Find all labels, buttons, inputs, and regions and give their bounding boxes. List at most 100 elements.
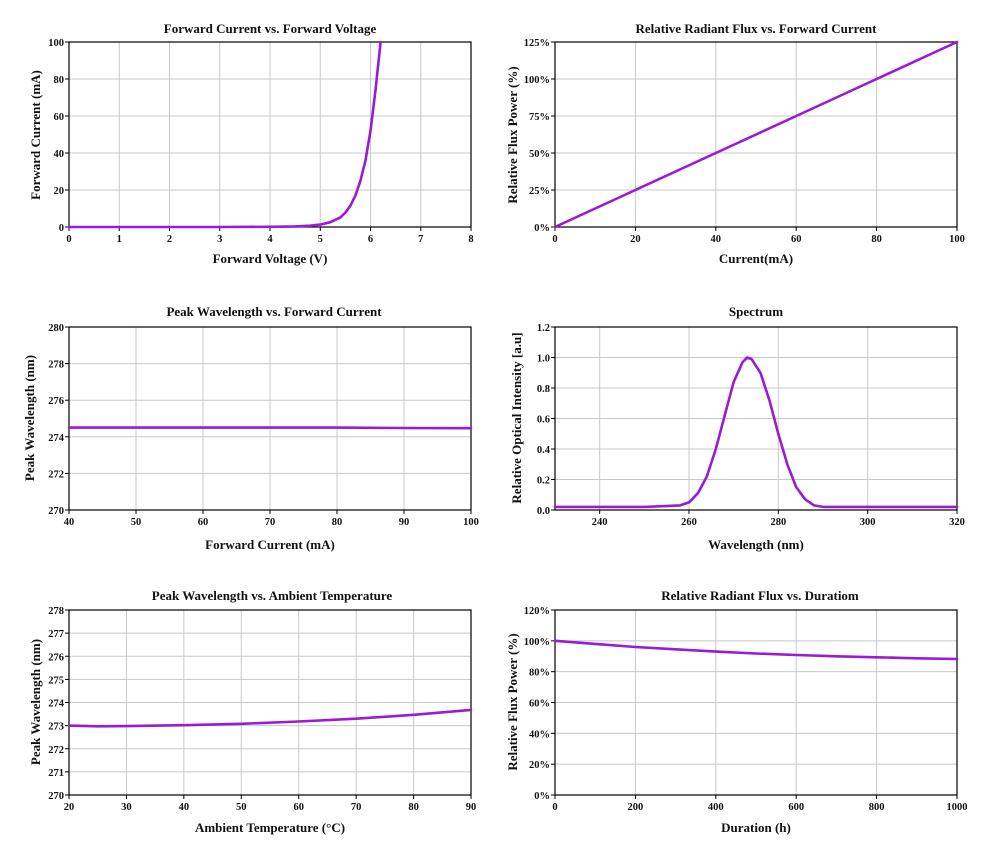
plot-area: 20 30 40 50 60 70 80 90 270 271 272 273 274 275 276 277… <box>48 606 476 813</box>
chart-spectrum: Spectrum Wavelength (nm) Relative Optica… <box>509 304 965 552</box>
y-tick-label: 60 <box>54 112 65 123</box>
y-axis-label: Peak Wavelength (nm) <box>28 639 43 765</box>
x-tick-label: 50 <box>236 802 247 813</box>
y-tick-label: 80 <box>54 75 65 86</box>
y-tick-label: 100% <box>524 637 550 648</box>
y-axis-label: Relative Optical Intensity [a.u] <box>509 332 524 503</box>
series-line <box>553 356 959 509</box>
x-tick-label: 6 <box>368 234 373 245</box>
y-tick-label: 120% <box>524 606 550 617</box>
y-tick-label: 276 <box>48 396 64 407</box>
x-tick-label: 60 <box>293 802 304 813</box>
x-tick-label: 8 <box>468 234 473 245</box>
series-line <box>553 639 959 661</box>
x-tick-label: 3 <box>217 234 222 245</box>
y-tick-label: 75% <box>529 112 550 123</box>
y-tick-label: 40 <box>54 149 65 160</box>
x-tick-label: 80 <box>408 802 419 813</box>
x-axis-label: Forward Current (mA) <box>205 537 335 552</box>
x-tick-label: 80 <box>871 234 882 245</box>
y-tick-label: 278 <box>48 360 64 371</box>
chart-title: Spectrum <box>729 304 783 319</box>
series-line <box>67 40 382 229</box>
x-tick-label: 2 <box>167 234 172 245</box>
x-tick-label: 1000 <box>947 802 968 813</box>
x-tick-label: 0 <box>66 234 71 245</box>
y-tick-label: 0.2 <box>537 476 550 487</box>
x-axis-label: Ambient Temperature (°C) <box>195 820 345 835</box>
chart-radiant-flux-vs-current: Relative Radiant Flux vs. Forward Curren… <box>505 21 965 266</box>
x-tick-label: 80 <box>332 517 343 528</box>
y-tick-label: 273 <box>48 722 64 733</box>
y-axis-label: Forward Current (mA) <box>28 70 43 200</box>
chart-title: Peak Wavelength vs. Ambient Temperature <box>152 588 393 603</box>
x-tick-label: 240 <box>592 517 608 528</box>
y-axis-label: Peak Wavelength (nm) <box>22 355 37 481</box>
x-tick-label: 100 <box>463 517 479 528</box>
y-tick-label: 0% <box>534 791 550 802</box>
y-tick-label: 20 <box>54 186 65 197</box>
series-line <box>67 708 473 728</box>
x-tick-label: 20 <box>64 802 75 813</box>
y-tick-label: 50% <box>529 149 550 160</box>
y-tick-label: 0.0 <box>537 506 550 517</box>
chart-title: Peak Wavelength vs. Forward Current <box>166 304 382 319</box>
y-tick-label: 0.4 <box>537 445 551 456</box>
y-tick-label: 274 <box>48 433 65 444</box>
x-tick-label: 260 <box>681 517 697 528</box>
y-tick-label: 278 <box>48 606 64 617</box>
plot-area: 240 260 280 300 320 0.0 0.2 0.4 0.6 0.8 1.0 1.2 <box>537 323 965 528</box>
y-tick-label: 276 <box>48 652 64 663</box>
y-tick-label: 274 <box>48 699 65 710</box>
x-tick-label: 4 <box>267 234 273 245</box>
y-tick-label: 270 <box>48 791 64 802</box>
x-tick-label: 30 <box>121 802 132 813</box>
x-axis-label: Current(mA) <box>719 251 793 266</box>
chart-title: Relative Radiant Flux vs. Duratiom <box>661 588 859 603</box>
y-tick-label: 271 <box>48 768 64 779</box>
x-tick-label: 7 <box>418 234 423 245</box>
y-tick-label: 0% <box>534 223 550 234</box>
plot-frame <box>554 609 958 796</box>
x-tick-label: 60 <box>791 234 802 245</box>
x-tick-label: 100 <box>949 234 965 245</box>
x-tick-label: 300 <box>860 517 876 528</box>
x-tick-label: 40 <box>64 517 75 528</box>
x-tick-label: 800 <box>869 802 885 813</box>
y-tick-label: 0.8 <box>537 384 550 395</box>
x-tick-label: 0 <box>552 802 557 813</box>
x-tick-label: 50 <box>131 517 142 528</box>
plot-area: 0 20 40 60 80 100 0% 25% 50% 75% 100% 125% <box>524 38 965 245</box>
x-tick-label: 280 <box>770 517 786 528</box>
y-tick-label: 272 <box>48 745 64 756</box>
x-tick-label: 40 <box>179 802 190 813</box>
x-axis-label: Forward Voltage (V) <box>213 251 328 266</box>
chart-peak-wavelength-vs-current: Peak Wavelength vs. Forward Current Forw… <box>22 304 479 552</box>
plot-frame <box>68 326 472 511</box>
chart-forward-current-vs-voltage: Forward Current vs. Forward Voltage Forw… <box>28 21 474 266</box>
y-axis-label: Relative Flux Power (%) <box>505 633 520 770</box>
y-tick-label: 25% <box>529 186 550 197</box>
x-axis-label: Duration (h) <box>721 820 791 835</box>
plot-frame <box>68 609 472 796</box>
y-tick-label: 275 <box>48 675 64 686</box>
series-line <box>553 40 959 229</box>
plot-area: 40 50 60 70 80 90 100 270 272 274 276 278 280 <box>48 323 479 528</box>
x-tick-label: 600 <box>788 802 804 813</box>
y-tick-label: 0.6 <box>537 415 550 426</box>
x-tick-label: 320 <box>949 517 965 528</box>
plot-area: 0 200 400 600 800 1000 0% 20% 40% 60% 80% 100% 120% <box>524 606 968 813</box>
y-tick-label: 80% <box>529 668 550 679</box>
y-tick-label: 100% <box>524 75 550 86</box>
plot-frame <box>554 326 958 511</box>
y-tick-label: 20% <box>529 760 550 771</box>
x-tick-label: 90 <box>399 517 410 528</box>
chart-title: Relative Radiant Flux vs. Forward Curren… <box>636 21 878 36</box>
series-line <box>67 426 473 430</box>
chart-title: Forward Current vs. Forward Voltage <box>164 21 377 36</box>
y-tick-label: 270 <box>48 506 64 517</box>
y-tick-label: 1.2 <box>537 323 550 334</box>
y-tick-label: 100 <box>48 38 64 49</box>
y-tick-label: 40% <box>529 729 550 740</box>
